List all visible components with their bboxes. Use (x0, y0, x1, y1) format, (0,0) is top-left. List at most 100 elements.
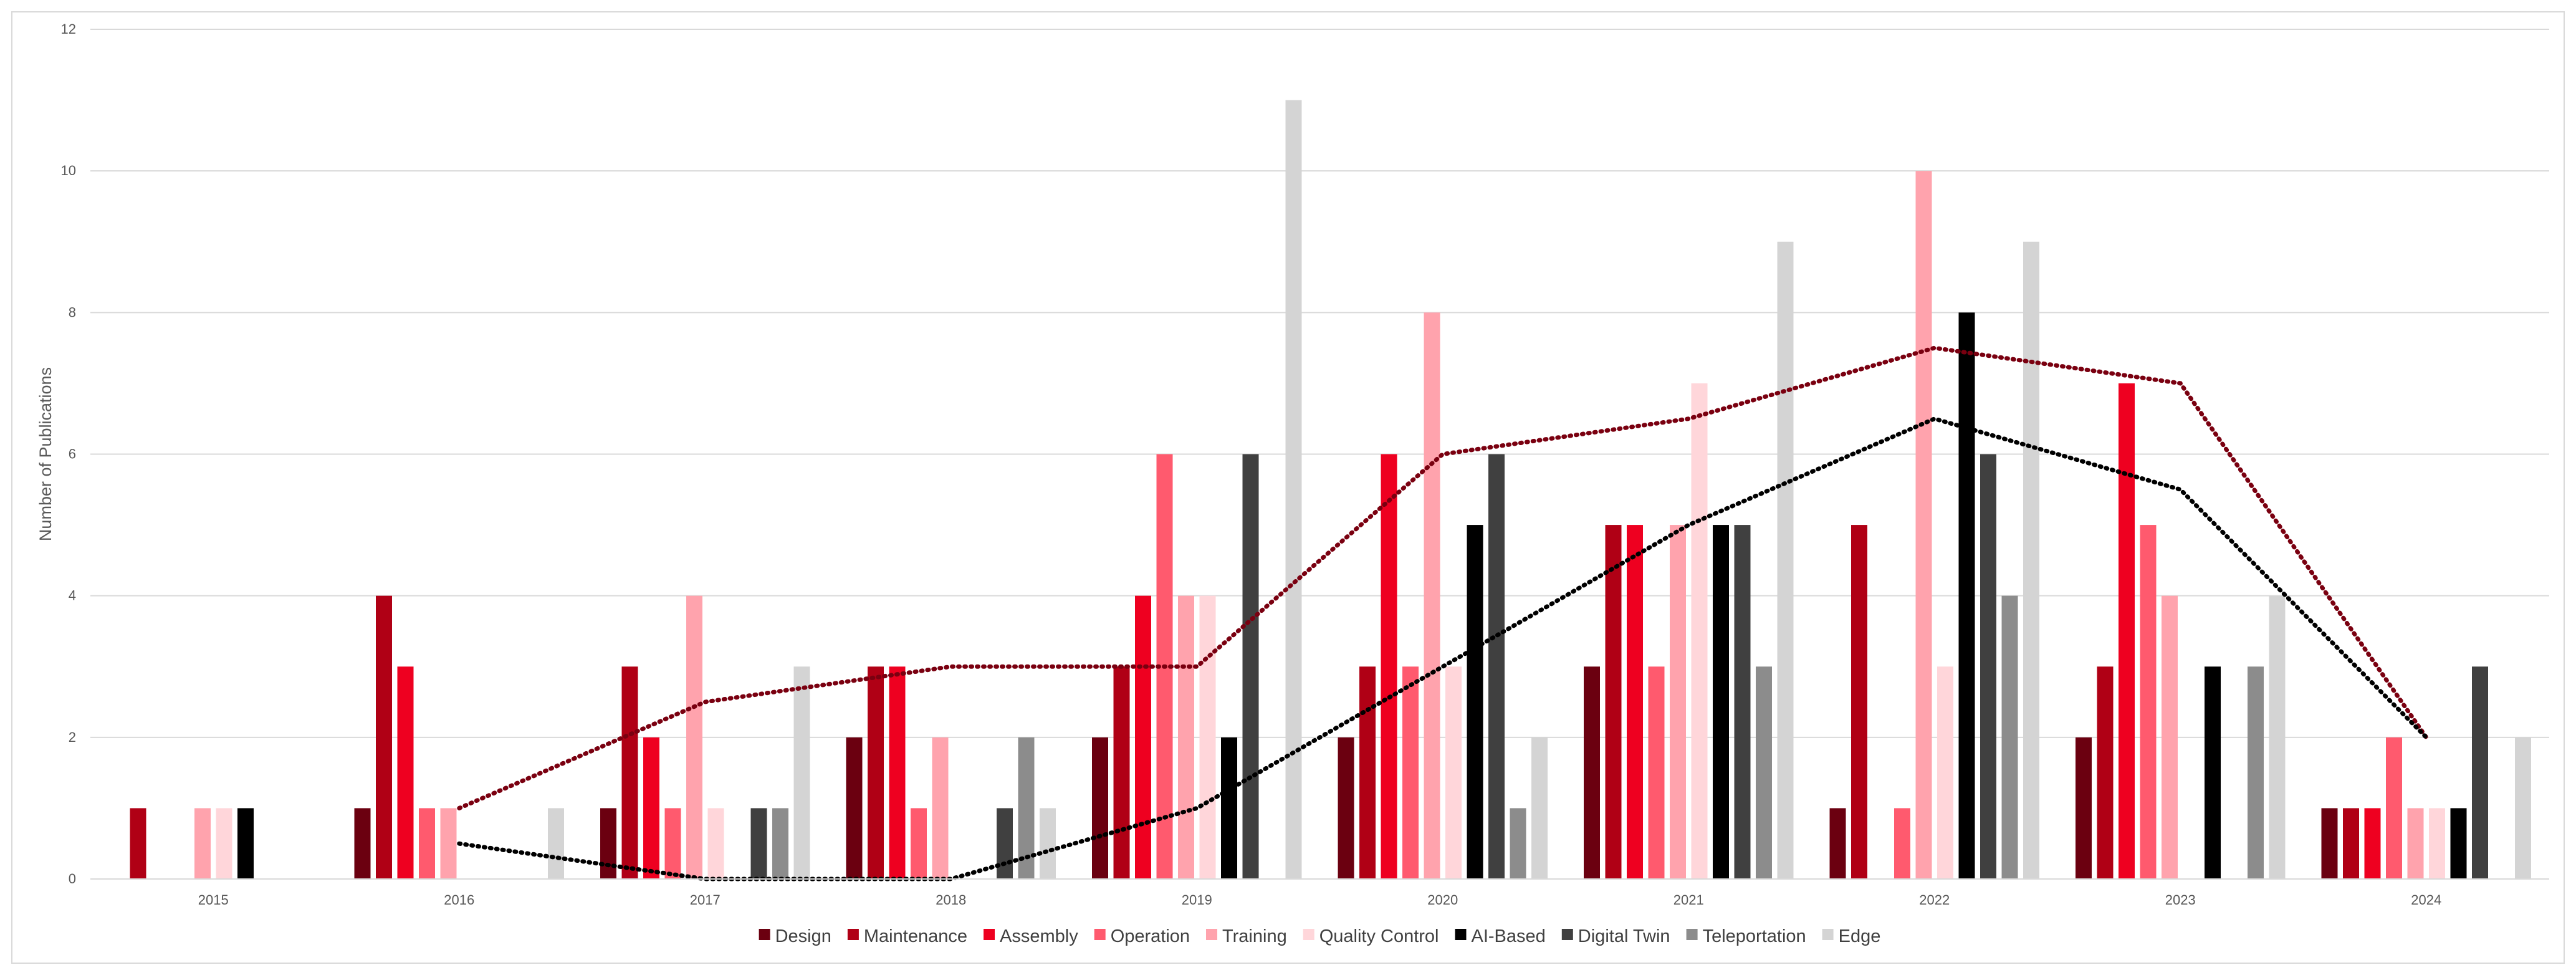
bar (2269, 595, 2286, 879)
x-tick-label: 2016 (444, 892, 474, 908)
bar (130, 808, 146, 879)
bar (1488, 454, 1505, 879)
legend-item: Digital Twin (1561, 926, 1670, 946)
bar (354, 808, 371, 879)
bars (130, 100, 2531, 880)
legend-label: AI-Based (1472, 926, 1546, 946)
legend-label: Edge (1839, 926, 1881, 946)
bar (2321, 808, 2338, 879)
bar (1958, 312, 1975, 879)
legend-item: Training (1206, 926, 1287, 946)
bar (911, 808, 927, 879)
bar (1531, 737, 1548, 879)
bar (1178, 595, 1194, 879)
bar (2023, 241, 2039, 879)
bar (376, 595, 392, 879)
bar (2472, 666, 2488, 879)
bar (2515, 737, 2531, 879)
y-tick-label: 12 (61, 21, 76, 37)
bar (1359, 666, 1376, 879)
bar (1980, 454, 1996, 879)
bar (772, 808, 788, 879)
bar (1648, 666, 1665, 879)
legend-swatch (1561, 929, 1573, 940)
legend-label: Quality Control (1319, 926, 1439, 946)
bar (1510, 808, 1526, 879)
bar (419, 808, 435, 879)
bar (889, 666, 906, 879)
bar (600, 808, 616, 879)
y-tick-label: 2 (69, 729, 76, 745)
x-tick-label: 2018 (936, 892, 966, 908)
legend-item: AI-Based (1455, 926, 1546, 946)
legend-label: Teleportation (1703, 926, 1806, 946)
legend-swatch (1303, 929, 1314, 940)
bar (1221, 737, 1237, 879)
legend-label: Training (1222, 926, 1287, 946)
x-tick-label: 2023 (2165, 892, 2196, 908)
legend-swatch (847, 929, 859, 940)
bar (793, 666, 810, 879)
bar (2076, 737, 2092, 879)
y-axis-title: Number of Publications (36, 367, 55, 541)
bar (997, 808, 1013, 879)
bar (1092, 737, 1108, 879)
bar (1937, 666, 1953, 879)
bar (2364, 808, 2381, 879)
bar (1199, 595, 1216, 879)
bar (750, 808, 767, 879)
bar (2343, 808, 2359, 879)
bar (1734, 525, 1751, 879)
bar (1285, 100, 1302, 879)
y-tick-label: 4 (69, 588, 76, 603)
bar (1851, 525, 1867, 879)
bar (707, 808, 724, 879)
x-tick-label: 2022 (1919, 892, 1950, 908)
legend-item: Edge (1822, 926, 1881, 946)
legend-label: Digital Twin (1578, 926, 1670, 946)
x-tick-label: 2021 (1673, 892, 1704, 908)
bar (1424, 312, 1440, 879)
legend-item: Design (759, 926, 831, 946)
bar (686, 595, 702, 879)
y-tick-label: 8 (69, 304, 76, 320)
legend-swatch (1822, 929, 1834, 940)
bar (237, 808, 254, 879)
legend-item: Teleportation (1686, 926, 1806, 946)
bar (1894, 808, 1910, 879)
bar (1338, 737, 1354, 879)
bar (1691, 383, 1708, 879)
bar (2407, 808, 2424, 879)
x-tick-label: 2015 (198, 892, 229, 908)
bar (1242, 454, 1259, 879)
legend-swatch (1094, 929, 1106, 940)
bar (1713, 525, 1729, 879)
bar (932, 737, 949, 879)
x-tick-label: 2024 (2411, 892, 2441, 908)
legend-item: Quality Control (1303, 926, 1439, 946)
bar (1670, 525, 1686, 879)
bar (2429, 808, 2445, 879)
bar (2162, 595, 2178, 879)
legend-item: Maintenance (847, 926, 967, 946)
bar (1040, 808, 1056, 879)
legend-swatch (984, 929, 995, 940)
legend-swatch (1455, 929, 1467, 940)
bar (194, 808, 211, 879)
bar (1135, 595, 1151, 879)
legend-swatch (1206, 929, 1217, 940)
bar (664, 808, 681, 879)
bar (2205, 666, 2221, 879)
bar (2140, 525, 2157, 879)
bar (548, 808, 564, 879)
bar (2119, 383, 2135, 879)
legend-item: Operation (1094, 926, 1190, 946)
legend-label: Maintenance (864, 926, 967, 946)
bar (621, 666, 638, 879)
bar (846, 737, 863, 879)
bar (1627, 525, 1643, 879)
legend: Design Maintenance Assembly Operation Traini… (759, 926, 1881, 946)
bar (2386, 737, 2402, 879)
bar (2097, 666, 2114, 879)
bar (1113, 666, 1130, 879)
